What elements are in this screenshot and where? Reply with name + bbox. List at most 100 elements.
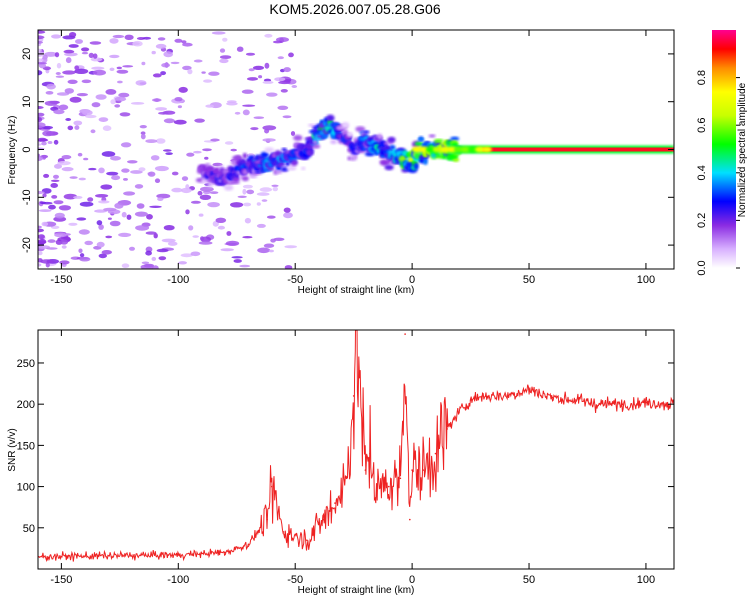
spectrogram-noise-blob [116, 69, 129, 74]
spectrogram-noise-blob [73, 195, 83, 199]
spectrogram-noise-blob [68, 222, 78, 226]
spectrogram-ridge-blob [229, 181, 240, 185]
spectrogram-noise-blob [51, 34, 62, 39]
spectrogram-noise-blob [109, 67, 115, 72]
spectrogram-noise-blob [178, 86, 188, 93]
spectrogram-noise-blob [124, 34, 134, 40]
spectrogram-noise-blob [139, 125, 147, 129]
spectrogram-noise-blob [38, 238, 47, 245]
spectrogram-noise-blob [225, 240, 240, 246]
spectrogram-noise-blob [38, 228, 44, 233]
spectrogram-noise-blob [262, 125, 277, 131]
spectrogram-noise-blob [79, 256, 91, 262]
x-tick-label: -50 [287, 274, 303, 286]
spectrogram-noise-blob [150, 155, 160, 161]
spectrogram-noise-blob [290, 131, 296, 136]
spectrogram-band-blob [411, 146, 422, 153]
spectrogram-noise-blob [180, 253, 193, 258]
spectrogram-noise-blob [112, 34, 125, 39]
spectrogram-noise-blob [101, 151, 116, 157]
spectrogram-noise-blob [57, 161, 71, 166]
spectrogram-noise-blob [67, 125, 74, 131]
spectrogram-noise-blob [38, 117, 43, 123]
spectrogram-ridge-blob [293, 134, 303, 141]
spectrogram-noise-blob [69, 176, 78, 179]
spectrogram-noise-blob [154, 178, 161, 183]
spectrogram-noise-blob [38, 70, 43, 76]
spectrogram-ridge-blob [260, 151, 269, 159]
snr-data-point [411, 469, 413, 471]
spectrogram-noise-blob [268, 249, 274, 253]
spectrogram-y-ticks: -20 -10 0 10 20 [21, 48, 674, 253]
spectrogram-noise-blob [242, 184, 253, 189]
colorbar-tick-label: 0.2 [696, 213, 708, 228]
spectrogram-noise-blob [273, 237, 285, 241]
spectrogram-band-blob [418, 146, 429, 153]
x-tick-label: -150 [50, 274, 72, 286]
spectrogram-noise-blob [246, 189, 255, 195]
spectrogram-noise-blob [155, 43, 167, 49]
spectrogram-noise-blob [252, 65, 265, 70]
spectrogram-noise-blob [53, 200, 64, 205]
spectrogram-noise-blob [256, 202, 261, 206]
spectrogram-ridge-blob [433, 139, 444, 143]
spectrogram-noise-blob [54, 163, 62, 169]
snr-data-point [446, 428, 449, 430]
x-tick-label: -100 [167, 274, 189, 286]
spectrogram-noise-blob [73, 120, 83, 126]
spectrogram-noise-blob [121, 168, 130, 173]
snr-data-point [404, 333, 406, 335]
spectrogram-noise-blob [203, 79, 213, 83]
spectrogram-noise-blob [141, 261, 150, 265]
spectrogram-noise-blob [157, 197, 164, 202]
spectrogram-noise-blob [248, 68, 255, 72]
spectrogram-noise-blob [151, 256, 157, 261]
spectrogram-noise-blob [215, 217, 227, 223]
x-tick-label: 0 [409, 574, 415, 586]
spectrogram-noise-blob [244, 217, 251, 224]
spectrogram-noise-blob [222, 37, 228, 42]
spectrogram-noise-blob [193, 150, 202, 154]
spectrogram-noise-blob [44, 100, 58, 106]
spectrogram-noise-blob [256, 192, 270, 196]
spectrogram-noise-blob [139, 82, 147, 85]
spectrogram-noise-blob [92, 69, 106, 76]
snr-data-point [434, 452, 437, 455]
spectrogram-noise-blob [65, 57, 72, 64]
spectrogram-noise-blob [107, 217, 112, 220]
spectrogram-noise-blob [262, 80, 274, 84]
spectrogram-ridge-blob [233, 176, 239, 182]
spectrogram-noise-blob [110, 156, 121, 161]
spectrogram-ridge-blob [291, 160, 298, 166]
spectrogram-noise-blob [201, 71, 206, 74]
spectrogram-noise-blob [58, 205, 71, 211]
spectrogram-ridge-blob [450, 136, 460, 141]
spectrogram-noise-blob [50, 179, 60, 182]
spectrogram-noise-blob [106, 171, 119, 176]
spectrogram-ridge-blob [355, 126, 366, 132]
spectrogram-noise-blob [220, 248, 234, 252]
spectrogram-noise-blob [257, 247, 271, 254]
spectrogram-noise-blob [242, 188, 247, 195]
spectrogram-ridge-blob [413, 162, 419, 170]
spectrogram-noise-blob [61, 245, 67, 249]
spectrogram-noise-blob [96, 209, 104, 213]
spectrogram-noise-blob [38, 234, 45, 240]
spectrogram-noise-blob [87, 197, 94, 202]
spectrogram-noise-blob [239, 264, 251, 268]
spectrogram-noise-blob [192, 235, 199, 238]
spectrogram-noise-blob [38, 155, 44, 161]
snr-data-point [306, 539, 308, 541]
spectrogram-noise-blob [56, 92, 70, 96]
spectrogram-noise-blob [63, 49, 75, 54]
spectrogram-noise-blob [47, 141, 53, 144]
snr-data-point [481, 395, 484, 397]
spectrogram-noise-blob [130, 102, 145, 105]
spectrogram-noise-blob [246, 77, 259, 81]
spectrogram-noise-blob [263, 243, 275, 248]
spectrogram-noise-blob [38, 209, 52, 213]
y-tick-label: 10 [21, 96, 33, 108]
spectrogram-ridge-blob [254, 170, 262, 174]
spectrogram-noise-blob [200, 186, 214, 192]
